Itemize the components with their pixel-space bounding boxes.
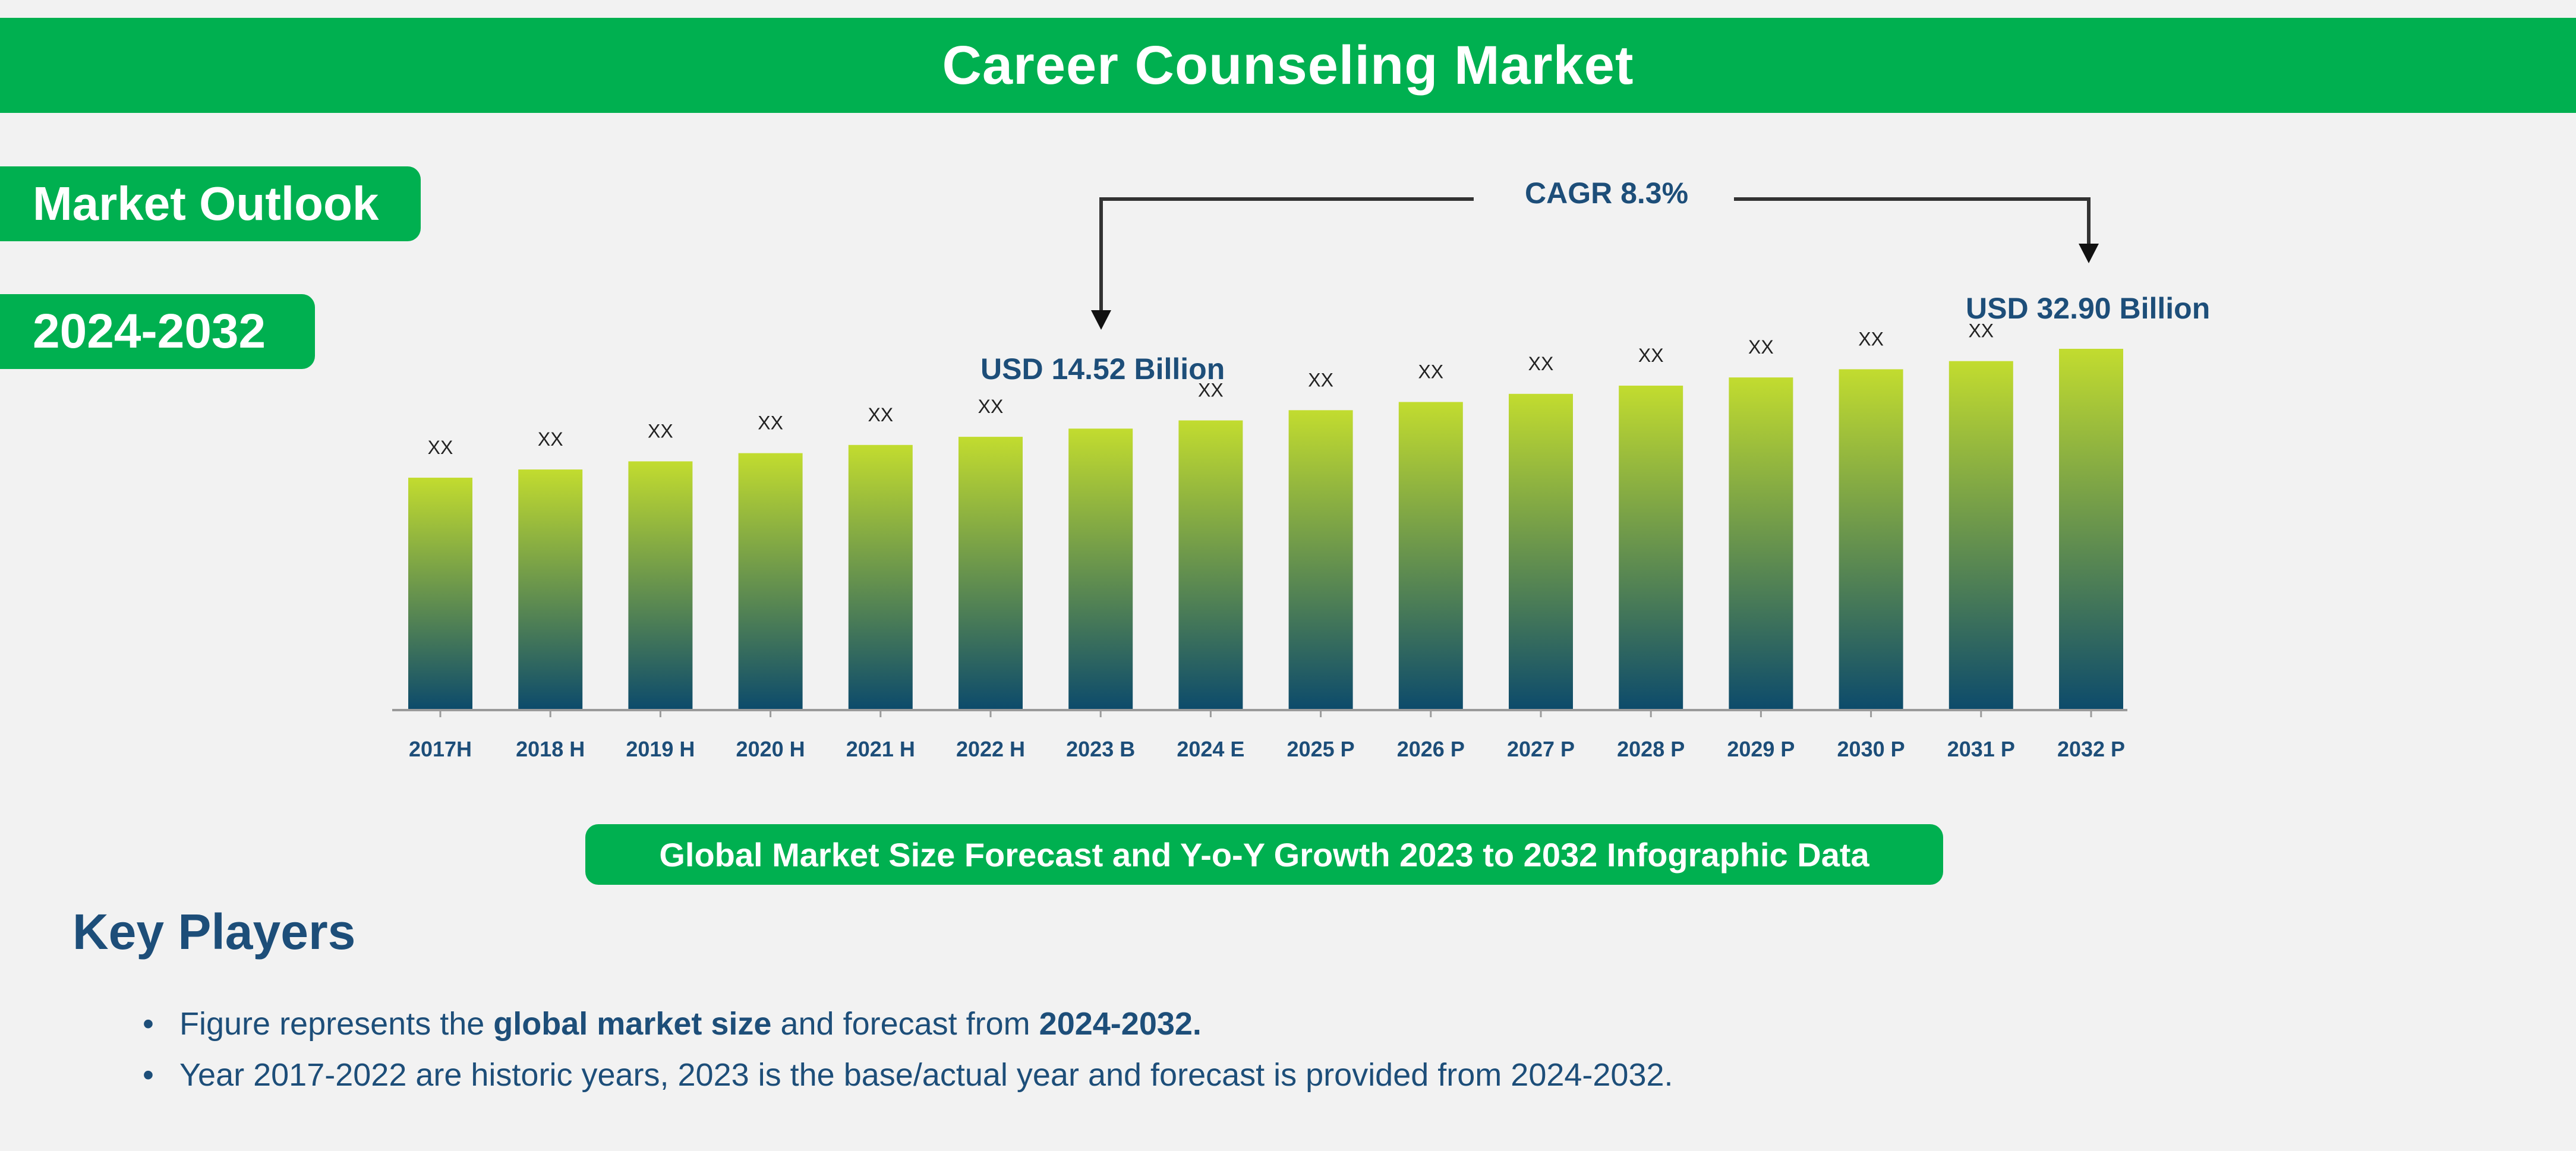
x-tick-label: 2024 E [1177,737,1244,761]
cagr-connector-right [1734,197,2091,253]
x-tick-label: 2026 P [1397,737,1465,761]
bar-2028p [1619,386,1683,709]
page-title: Career Counseling Market [942,34,1634,96]
x-tick-label: 2029 P [1727,737,1795,761]
x-tick-label: 2019 H [626,737,695,761]
bar-2018h [518,469,583,709]
forecast-period-badge: 2024-2032 [0,294,315,369]
data-label: XX [538,428,563,450]
note1-bold1: global market size [493,1006,772,1042]
data-label: XX [1528,353,1554,374]
list-item: Year 2017-2022 are historic years, 2023 … [143,1049,1673,1100]
title-bar: Career Counseling Market [0,18,2576,113]
bar-2023b [1068,428,1133,709]
bar-2021h [848,444,913,709]
x-tick-label: 2027 P [1507,737,1575,761]
market-outlook-badge: Market Outlook [0,166,421,241]
data-label: XX [868,404,893,425]
bar-2017h [408,477,472,709]
note1-bold2: 2024-2032. [1039,1006,1202,1042]
x-tick-label: 2017H [409,737,472,761]
start-value-label: USD 14.52 Billion [980,352,1225,386]
note1-part2: and forecast from [771,1006,1039,1042]
bar-2026p [1398,402,1463,709]
x-tick-label: 2025 P [1287,737,1355,761]
bar-2029p [1729,377,1793,709]
x-tick-label: 2018 H [516,737,585,761]
x-tick-label: 2031 P [1947,737,2015,761]
note2-text: Year 2017-2022 are historic years, 2023 … [179,1057,1673,1093]
list-item: Figure represents the global market size… [143,998,1673,1049]
bar-2024e [1178,420,1243,709]
cagr-label: CAGR 8.3% [1525,176,1689,210]
x-tick-label: 2028 P [1617,737,1685,761]
data-label: XX [428,437,453,458]
x-tick-label: 2023 B [1066,737,1135,761]
cagr-arrow-right-icon [2079,244,2099,263]
data-label: XX [648,420,673,442]
bar-2027p [1509,393,1573,709]
bar-2019h [628,461,693,709]
data-label: XX [1198,380,1224,401]
data-label: XX [758,412,783,434]
key-players-heading: Key Players [72,904,356,960]
data-label: XX [1418,361,1443,383]
x-tick-label: 2020 H [736,737,805,761]
data-label: XX [1968,320,1994,342]
data-label: XX [1858,328,1884,349]
bar-2032p [2059,349,2123,709]
end-value-label: USD 32.90 Billion [1966,292,2211,325]
bar-2025p [1288,410,1353,709]
x-tick-label: 2032 P [2057,737,2125,761]
data-label: XX [978,396,1004,417]
data-label: XX [1638,345,1664,366]
cagr-connector-left [1099,197,1474,321]
notes-list: Figure represents the global market size… [143,998,1673,1100]
chart-caption: Global Market Size Forecast and Y-o-Y Gr… [585,824,1943,885]
cagr-arrow-left-icon [1091,310,1111,330]
x-tick-label: 2022 H [956,737,1025,761]
x-tick-label: 2021 H [846,737,915,761]
bar-2022h [958,437,1023,709]
note1-part1: Figure represents the [179,1006,494,1042]
bar-2020h [738,453,803,709]
bar-2030p [1839,369,1903,709]
x-tick-label: 2030 P [1837,737,1905,761]
data-label: XX [1748,336,1774,358]
data-label: XX [1308,369,1333,390]
bar-2031p [1948,361,2013,709]
